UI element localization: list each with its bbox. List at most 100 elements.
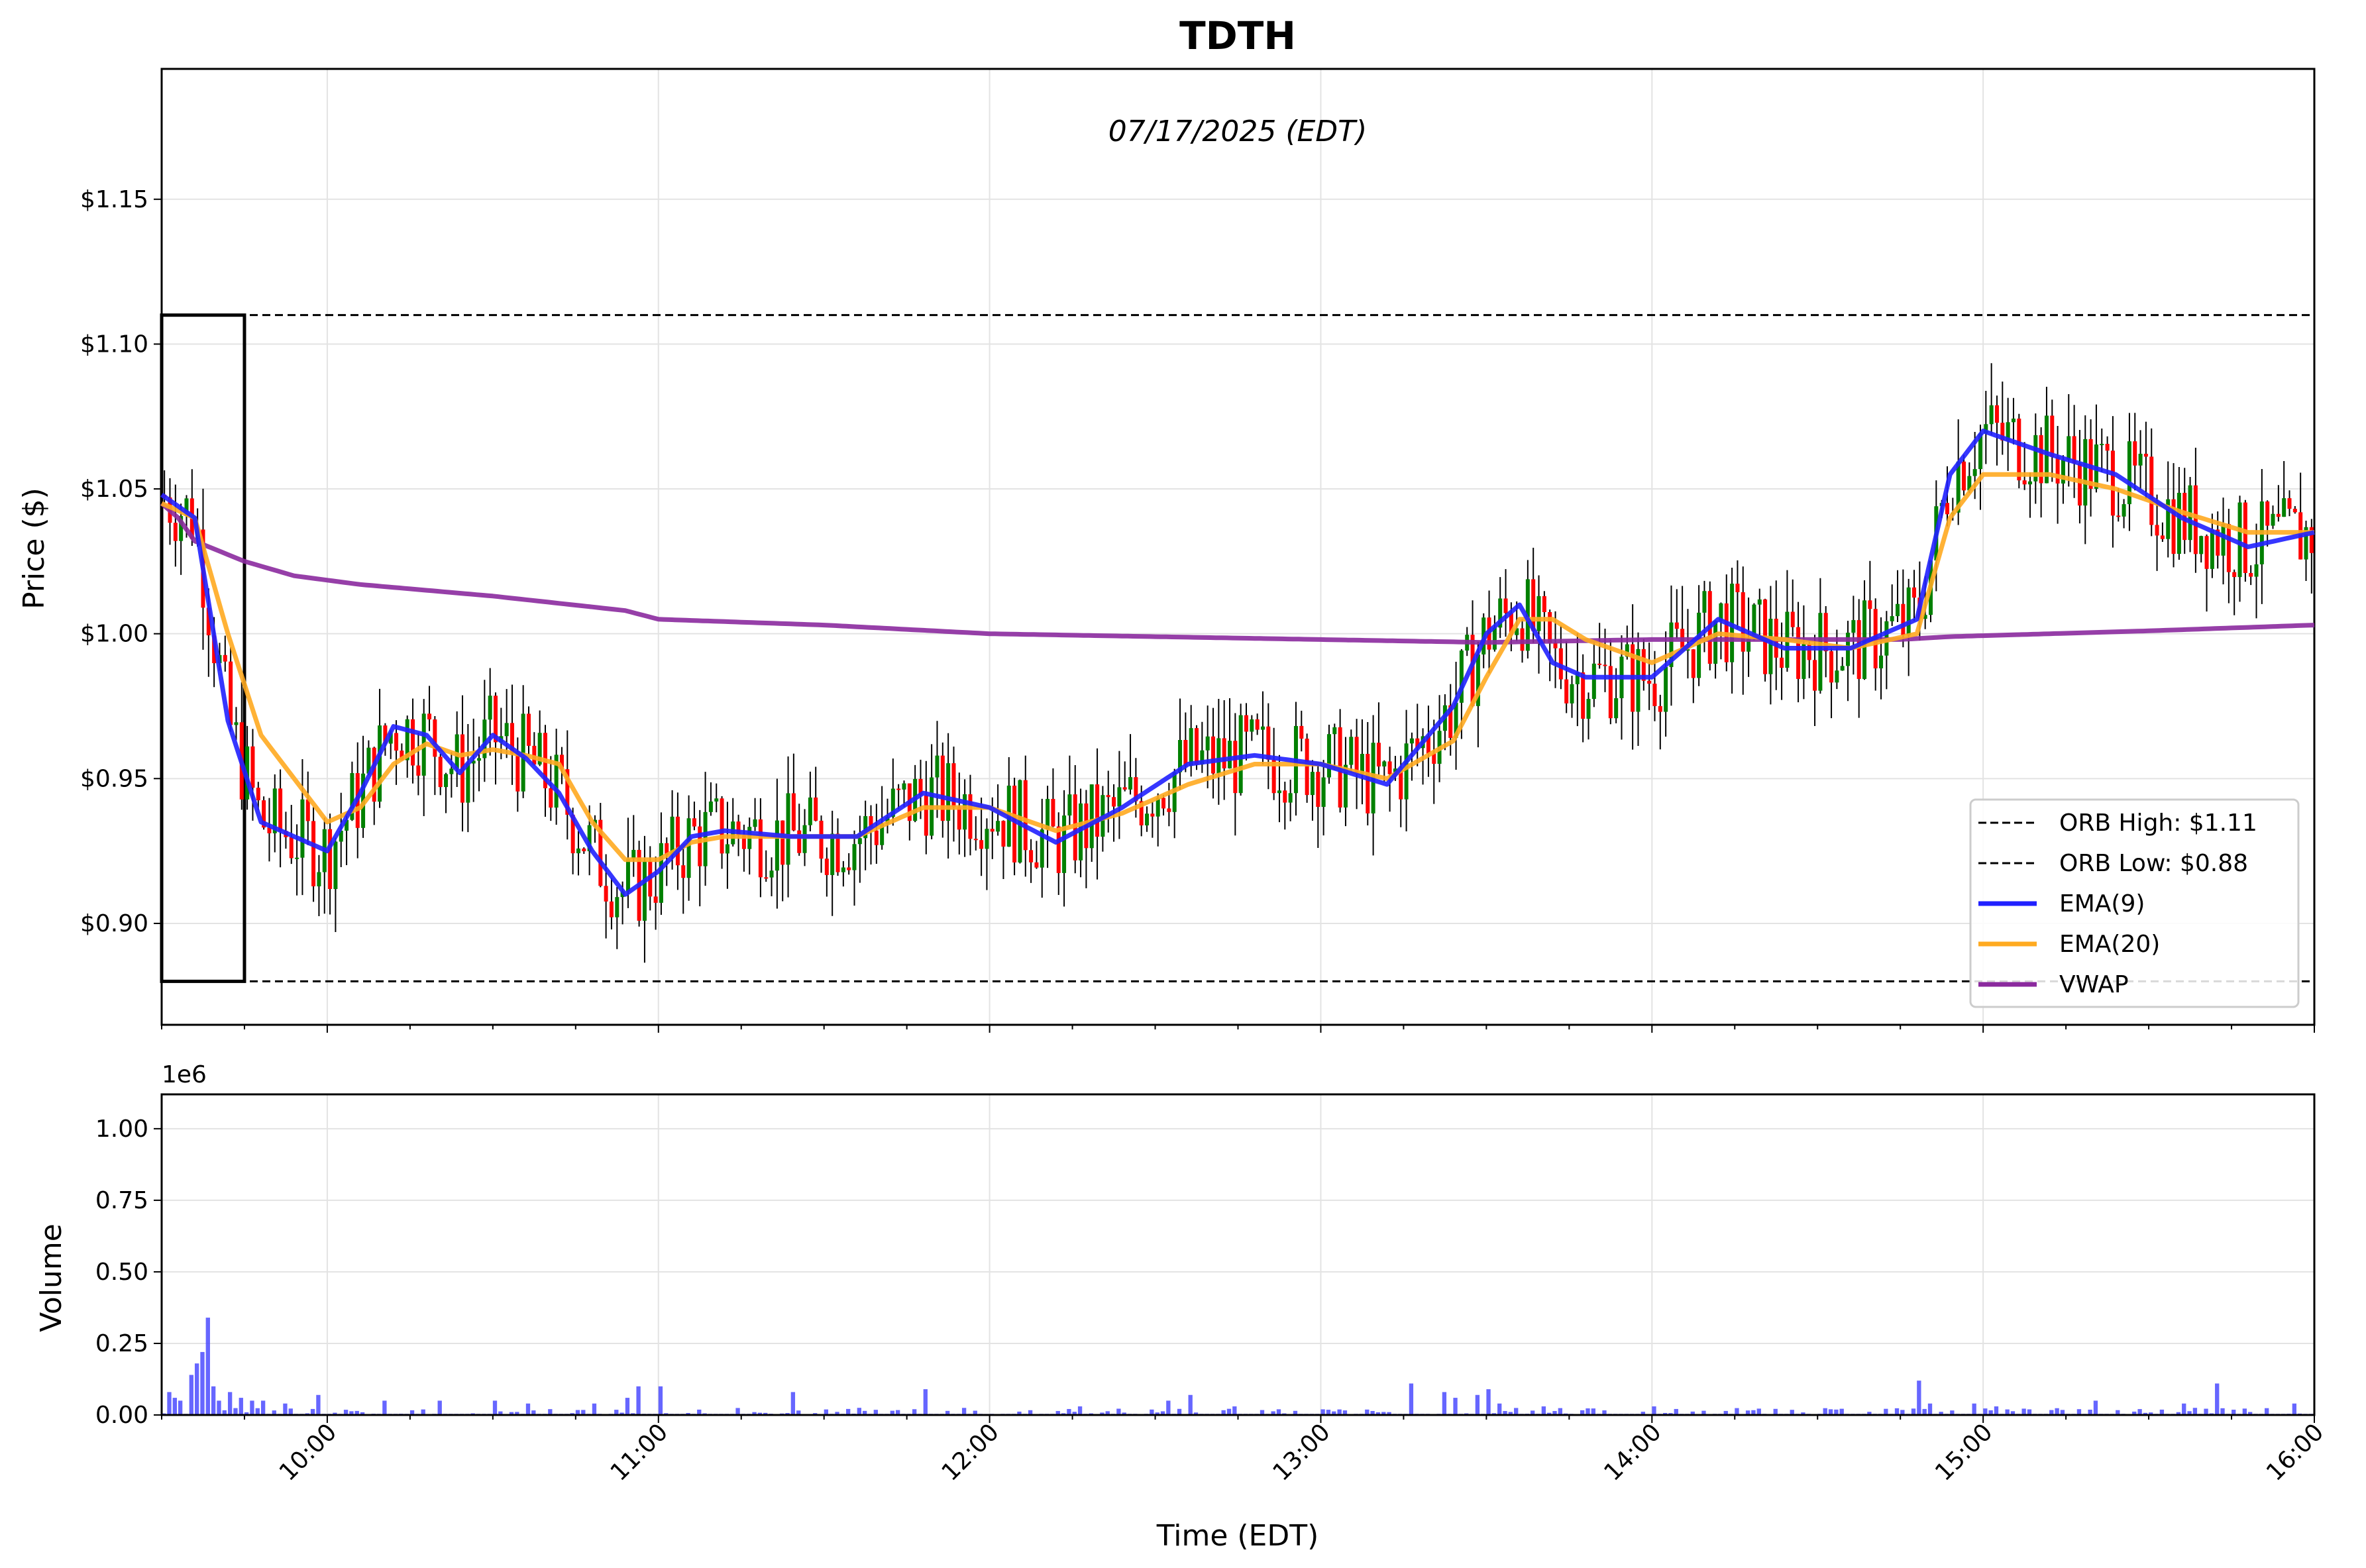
volume-bar (1894, 1408, 1900, 1415)
candle-body (1001, 821, 1006, 847)
candle-body (598, 819, 603, 886)
volume-bar (194, 1363, 199, 1415)
candle-body (1984, 424, 1988, 434)
candle-body (1961, 461, 1966, 491)
volume-bar (1116, 1408, 1121, 1415)
legend-label-orb-low: ORB Low: $0.88 (2059, 850, 2248, 877)
candle-body (339, 830, 343, 842)
candle-body (1046, 799, 1050, 830)
price-y-tick-label: $1.00 (80, 621, 148, 648)
volume-bar (752, 1412, 757, 1415)
candle-body (2011, 418, 2016, 423)
volume-y-axis-label: Volume (34, 1224, 68, 1332)
candle-body (515, 753, 520, 792)
candle-body (1768, 619, 1773, 674)
volume-bar (1552, 1411, 1557, 1415)
candle-body (935, 755, 940, 778)
candle-body (1283, 790, 1287, 803)
candle-body (1498, 598, 1503, 628)
volume-bar (1453, 1398, 1458, 1415)
candle-body (582, 848, 586, 851)
volume-bar (343, 1410, 349, 1415)
candle-body (1989, 405, 1994, 425)
candle-body (471, 760, 476, 764)
volume-bar (2220, 1408, 2225, 1415)
volume-bar (686, 1412, 690, 1415)
volume-bar (2232, 1410, 2236, 1415)
volume-y-tick-label: 0.25 (95, 1330, 148, 1357)
candle-body (985, 829, 989, 849)
candle-body (642, 861, 647, 921)
candle-body (714, 798, 719, 802)
volume-bar (2049, 1410, 2054, 1415)
volume-bar (1723, 1410, 1728, 1415)
volume-bar (1077, 1406, 1083, 1415)
candle-body (1868, 600, 1872, 609)
volume-bar (189, 1375, 193, 1415)
candle-body (758, 819, 763, 878)
candle-body (2177, 492, 2181, 554)
candle-body (1349, 737, 1354, 765)
volume-bar (592, 1403, 597, 1415)
candle-body (179, 515, 184, 541)
candle-body (2055, 456, 2060, 484)
candle-body (1266, 726, 1271, 760)
candle-body (537, 733, 542, 765)
volume-bar (636, 1386, 641, 1415)
candle-body (2033, 435, 2038, 482)
candle-body (1277, 790, 1281, 794)
candle-body (504, 723, 509, 737)
candle-body (2304, 527, 2308, 560)
candle-body (1614, 698, 1619, 719)
candle-body (1564, 679, 1569, 704)
volume-bar (255, 1408, 260, 1415)
candle-body (1448, 705, 1453, 738)
volume-bar (2292, 1403, 2297, 1415)
candle-body (2249, 572, 2253, 577)
candle-body (1354, 737, 1359, 774)
candle-body (1967, 476, 1972, 491)
volume-bar (239, 1398, 243, 1415)
candle-body (1454, 702, 1458, 738)
candle-body (2122, 504, 2126, 517)
candle-body (2133, 441, 2137, 466)
candle-body (388, 733, 393, 744)
volume-bar (227, 1392, 233, 1415)
candle-body (2039, 435, 2043, 484)
volume-bar (923, 1389, 928, 1415)
volume-y-tick-label: 1.00 (95, 1116, 148, 1143)
volume-bar (824, 1409, 829, 1415)
candle-body (1040, 829, 1044, 868)
candle-body (852, 844, 857, 870)
x-axis-label: Time (EDT) (1156, 1519, 1319, 1553)
candle-body (990, 829, 995, 832)
candle-body (1376, 743, 1381, 767)
volume-bar (2143, 1412, 2148, 1415)
candle-body (554, 755, 559, 808)
candle-body (885, 817, 890, 824)
candle-body (488, 696, 492, 720)
candle-body (1719, 603, 1723, 621)
candle-body (1840, 666, 1845, 671)
volume-y-ticks: 0.00 0.25 0.50 0.75 1.00 (95, 1116, 162, 1429)
candle-body (333, 841, 338, 890)
volume-bar (1900, 1410, 1905, 1415)
candle-body (1106, 795, 1110, 798)
orb-range (160, 313, 2314, 983)
candle-body (802, 825, 807, 853)
volume-bar (1580, 1410, 1585, 1415)
candle-body (902, 783, 906, 790)
volume-bar (409, 1410, 415, 1415)
volume-bar (2132, 1411, 2137, 1415)
candle-body (549, 788, 553, 808)
volume-bar (421, 1409, 425, 1415)
volume-bar (2204, 1408, 2208, 1415)
candle-body (305, 799, 310, 821)
candle-body (1713, 621, 1718, 664)
legend-label-vwap: VWAP (2059, 971, 2129, 998)
candle-body (278, 788, 283, 831)
volume-bar (619, 1412, 624, 1415)
volume-bar (1994, 1406, 1999, 1415)
candle-body (1636, 649, 1640, 712)
candle-body (1531, 579, 1536, 631)
